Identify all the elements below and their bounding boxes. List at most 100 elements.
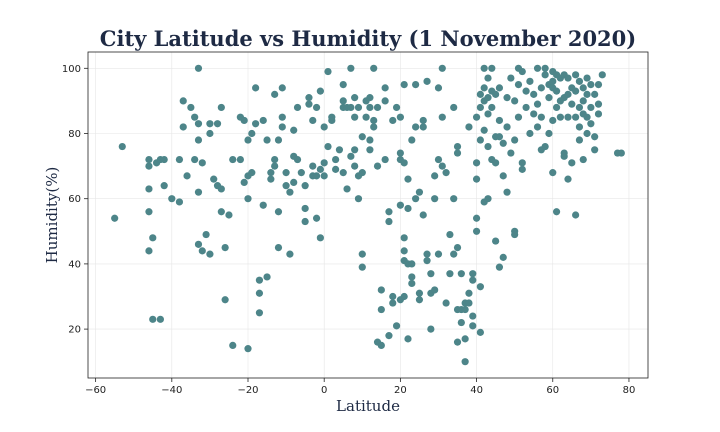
data-point bbox=[434, 155, 443, 164]
x-tick-label: −40 bbox=[161, 385, 182, 396]
data-point bbox=[530, 110, 538, 118]
data-point bbox=[263, 273, 271, 281]
data-point bbox=[518, 165, 526, 173]
data-point bbox=[495, 133, 504, 141]
data-point bbox=[156, 315, 164, 323]
data-point bbox=[255, 289, 264, 297]
data-point bbox=[373, 162, 382, 170]
data-point bbox=[572, 87, 580, 95]
data-point bbox=[499, 253, 507, 261]
data-point bbox=[484, 195, 492, 203]
data-point bbox=[274, 136, 283, 144]
data-point bbox=[347, 152, 355, 160]
data-point bbox=[480, 126, 488, 134]
data-point bbox=[377, 341, 385, 349]
data-point bbox=[278, 123, 286, 131]
data-point bbox=[575, 103, 584, 112]
data-point bbox=[206, 120, 214, 128]
x-tick-label: 60 bbox=[546, 385, 559, 396]
x-tick-label: 0 bbox=[321, 385, 327, 396]
data-point bbox=[362, 113, 370, 121]
data-point bbox=[244, 195, 252, 203]
data-point bbox=[160, 182, 168, 190]
data-point bbox=[419, 123, 427, 131]
data-point bbox=[381, 155, 389, 164]
data-point bbox=[549, 77, 557, 85]
plot-frame bbox=[87, 51, 649, 379]
data-point bbox=[396, 201, 404, 209]
data-point bbox=[552, 87, 561, 95]
data-point bbox=[206, 129, 214, 138]
data-point bbox=[492, 237, 500, 245]
data-point bbox=[423, 77, 431, 85]
data-point bbox=[255, 276, 264, 284]
x-axis-label: Latitude bbox=[336, 397, 400, 415]
data-point bbox=[400, 292, 408, 301]
data-point bbox=[271, 90, 279, 98]
data-point bbox=[591, 90, 599, 98]
data-point bbox=[438, 162, 446, 170]
data-point bbox=[309, 116, 317, 125]
data-point bbox=[198, 159, 206, 167]
data-point bbox=[495, 84, 504, 92]
data-point bbox=[252, 120, 260, 128]
data-point bbox=[316, 87, 324, 95]
data-point bbox=[412, 81, 420, 89]
data-point bbox=[194, 136, 203, 144]
data-point bbox=[389, 299, 397, 307]
x-tick-label: 40 bbox=[470, 385, 483, 396]
y-tick-label: 20 bbox=[68, 325, 81, 336]
data-point bbox=[431, 286, 439, 294]
data-point bbox=[499, 139, 507, 147]
data-point bbox=[145, 208, 153, 216]
data-point bbox=[476, 103, 484, 112]
data-point bbox=[145, 162, 153, 170]
data-point bbox=[503, 123, 511, 131]
data-point bbox=[488, 103, 496, 112]
data-point bbox=[267, 169, 275, 177]
data-point bbox=[213, 120, 222, 128]
data-point bbox=[198, 247, 206, 255]
data-point bbox=[480, 84, 488, 92]
data-point bbox=[244, 345, 252, 353]
data-point bbox=[351, 113, 359, 121]
data-point bbox=[412, 195, 420, 203]
x-tick-label: −20 bbox=[237, 385, 258, 396]
data-point bbox=[358, 250, 366, 258]
data-point bbox=[404, 204, 412, 213]
data-point bbox=[415, 296, 424, 304]
data-point bbox=[549, 116, 557, 125]
data-point bbox=[587, 120, 595, 128]
data-point bbox=[453, 244, 462, 252]
data-point bbox=[465, 123, 473, 131]
data-point bbox=[187, 103, 195, 112]
data-point bbox=[282, 169, 290, 177]
data-point bbox=[217, 185, 225, 193]
data-point bbox=[263, 136, 271, 144]
data-point bbox=[511, 136, 519, 144]
data-point bbox=[145, 155, 153, 164]
data-point bbox=[579, 84, 587, 92]
data-point bbox=[248, 129, 256, 138]
data-point bbox=[572, 71, 580, 79]
data-point bbox=[351, 146, 359, 154]
data-point bbox=[450, 250, 458, 258]
y-tick-label: 40 bbox=[68, 259, 81, 270]
data-point bbox=[210, 175, 218, 183]
data-point bbox=[118, 142, 126, 151]
data-point bbox=[507, 74, 515, 82]
data-point bbox=[522, 103, 530, 112]
data-point bbox=[347, 103, 355, 112]
data-point bbox=[522, 87, 530, 95]
data-point bbox=[583, 90, 591, 98]
data-point bbox=[541, 71, 549, 79]
data-point bbox=[312, 214, 321, 222]
data-point bbox=[545, 94, 553, 102]
data-point bbox=[370, 116, 378, 125]
data-point bbox=[248, 169, 256, 177]
data-point bbox=[514, 113, 523, 121]
data-point bbox=[385, 217, 393, 226]
data-point bbox=[461, 358, 469, 366]
data-point bbox=[252, 84, 260, 92]
data-point bbox=[191, 155, 199, 164]
